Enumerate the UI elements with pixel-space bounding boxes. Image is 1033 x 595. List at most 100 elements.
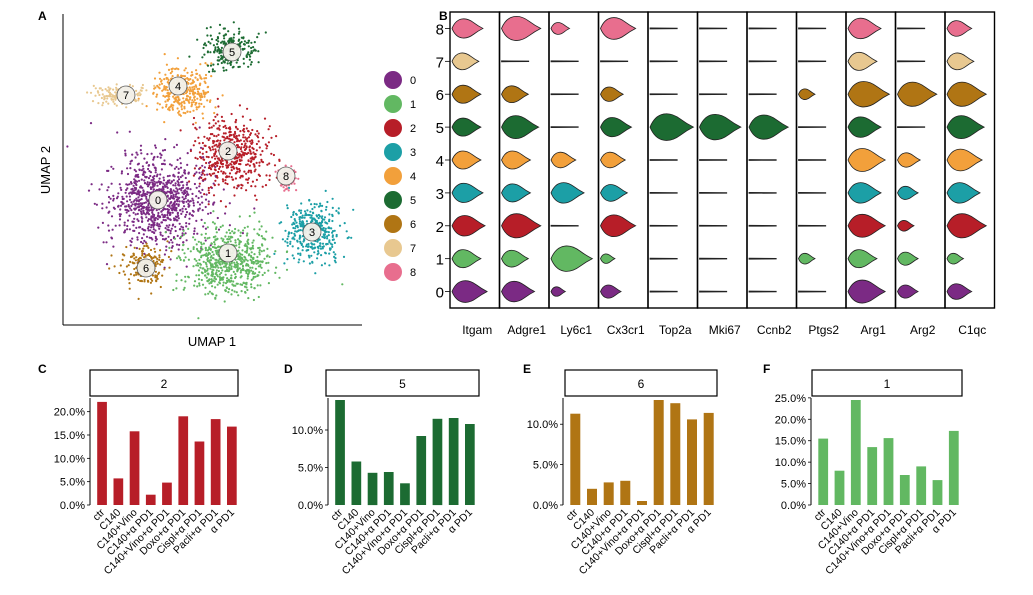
umap-point	[255, 149, 258, 152]
umap-point	[188, 217, 191, 220]
umap-point	[179, 166, 183, 169]
umap-point	[210, 278, 213, 281]
umap-point	[175, 257, 179, 260]
umap-point	[183, 252, 186, 255]
umap-point	[174, 193, 177, 196]
umap-point	[237, 258, 240, 261]
umap-point	[237, 238, 240, 241]
umap-point	[245, 271, 248, 275]
umap-point	[198, 182, 201, 185]
umap-point	[209, 51, 212, 54]
umap-point	[251, 128, 254, 132]
cluster-label-bubble	[148, 190, 168, 210]
umap-point	[163, 253, 166, 256]
umap-point	[140, 178, 143, 181]
umap-point	[245, 249, 248, 252]
umap-point	[185, 222, 188, 225]
umap-point	[187, 171, 190, 174]
umap-point	[187, 88, 190, 91]
umap-point	[203, 135, 206, 138]
umap-point	[151, 211, 154, 214]
umap-point	[194, 121, 197, 124]
umap-point	[250, 61, 253, 64]
umap-point	[229, 240, 232, 243]
umap-point	[215, 294, 218, 297]
umap-point	[217, 270, 220, 273]
umap-point	[258, 251, 261, 254]
umap-point	[169, 232, 172, 235]
umap-point	[201, 141, 204, 145]
umap-point	[212, 163, 215, 166]
violin-Mki67-0	[699, 290, 728, 293]
umap-point	[333, 255, 336, 258]
umap-point	[250, 251, 253, 254]
umap-point	[308, 213, 311, 217]
umap-point	[209, 64, 213, 67]
umap-point	[102, 241, 105, 244]
umap-point	[195, 247, 199, 251]
umap-point	[196, 87, 199, 91]
violin-gene-label: Ccnb2	[757, 323, 792, 337]
umap-point	[115, 104, 118, 107]
umap-point	[195, 259, 198, 262]
umap-point	[158, 256, 161, 259]
umap-point	[222, 125, 225, 129]
umap-point	[172, 197, 176, 200]
umap-point	[217, 56, 220, 59]
umap-point	[249, 157, 252, 160]
violin-Ptgs2-2	[798, 224, 827, 227]
umap-point	[223, 40, 226, 43]
umap-point	[164, 73, 167, 76]
umap-point	[182, 241, 185, 244]
umap-point	[233, 194, 236, 197]
umap-point	[217, 259, 220, 262]
umap-point	[211, 263, 214, 266]
umap-point	[316, 253, 319, 256]
umap-point	[268, 255, 271, 258]
umap-point	[219, 57, 223, 61]
umap-point	[320, 254, 323, 257]
umap-point	[311, 261, 314, 264]
violin-Cx3cr1-0	[600, 284, 622, 299]
umap-point	[252, 46, 255, 49]
umap-point	[257, 234, 261, 237]
umap-point	[110, 215, 114, 218]
umap-point	[211, 268, 214, 271]
umap-point	[217, 105, 220, 108]
umap-point	[162, 182, 165, 185]
umap-point	[198, 151, 201, 154]
umap-point	[298, 209, 301, 212]
umap-point	[274, 250, 277, 253]
umap-point	[268, 162, 271, 165]
umap-point	[217, 133, 220, 136]
umap-point	[209, 186, 213, 189]
umap-point	[195, 171, 198, 174]
umap-point	[186, 90, 189, 93]
umap-point	[134, 175, 137, 178]
umap-point	[204, 227, 207, 230]
umap-point	[128, 198, 132, 201]
umap-point	[324, 227, 327, 230]
umap-point	[263, 117, 267, 120]
umap-point	[316, 239, 319, 242]
umap-point	[106, 189, 109, 192]
umap-point	[218, 32, 221, 35]
umap-point	[150, 216, 153, 219]
umap-point	[230, 160, 233, 163]
violin-Arg2-1	[897, 251, 919, 266]
cluster-label-text: 6	[143, 263, 149, 275]
violin-Ly6c1-3	[550, 182, 585, 204]
umap-point	[176, 190, 179, 193]
umap-point	[216, 36, 219, 39]
umap-point	[213, 172, 216, 175]
umap-point	[313, 206, 316, 209]
umap-point	[141, 227, 144, 231]
umap-point	[316, 221, 319, 224]
umap-point	[205, 150, 208, 154]
umap-point	[216, 164, 219, 167]
umap-point	[319, 222, 323, 225]
umap-point	[215, 273, 218, 276]
umap-point	[255, 178, 258, 181]
umap-point	[125, 195, 128, 198]
umap-point	[297, 229, 300, 232]
